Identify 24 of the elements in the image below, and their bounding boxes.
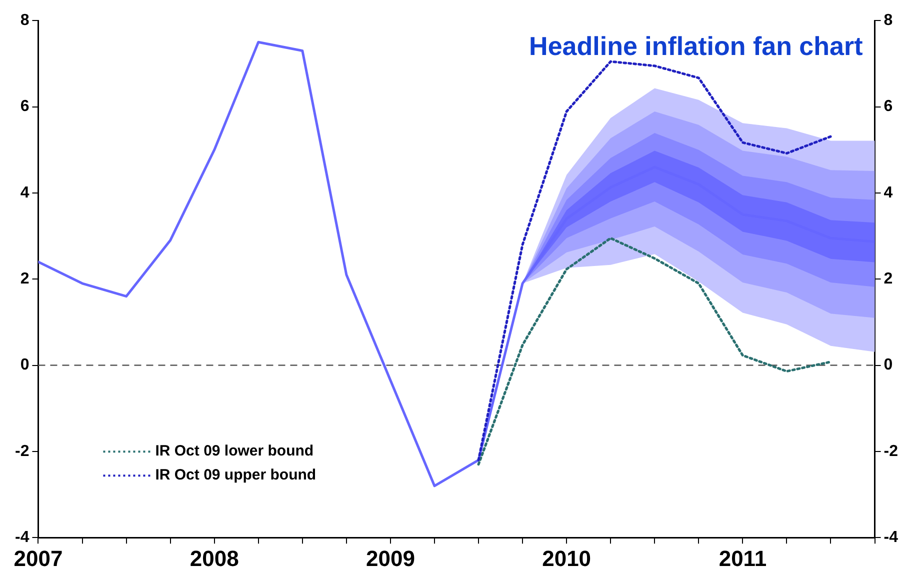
y-tick-label: 4 bbox=[20, 184, 30, 202]
y2-tick-label: 4 bbox=[884, 184, 893, 202]
y-tick-label: 0 bbox=[20, 356, 30, 374]
line-series bbox=[477, 236, 832, 466]
x-tick-label: 2009 bbox=[366, 546, 415, 571]
y-tick-label: -4 bbox=[14, 529, 30, 546]
x-tick-label: 2007 bbox=[14, 546, 63, 571]
y-tick-label: 8 bbox=[20, 12, 30, 30]
y2-tick-label: 0 bbox=[884, 356, 893, 374]
line-series bbox=[477, 60, 832, 462]
y2-tick-label: 6 bbox=[884, 98, 893, 116]
chart-title: Headline inflation fan chart bbox=[529, 30, 864, 61]
y-tick-label: -2 bbox=[14, 442, 30, 460]
y2-tick-label: -4 bbox=[884, 529, 898, 546]
y2-tick-label: -2 bbox=[884, 442, 898, 460]
y2-tick-label: 2 bbox=[884, 270, 893, 288]
x-tick-label: 2010 bbox=[542, 546, 592, 571]
y-tick-label: 6 bbox=[20, 98, 30, 116]
x-tick-label: 2011 bbox=[718, 546, 767, 571]
legend-label: IR Oct 09 lower bound bbox=[155, 442, 314, 460]
y2-tick-label: 8 bbox=[884, 12, 893, 30]
x-tick-label: 2008 bbox=[190, 546, 239, 571]
legend-label: IR Oct 09 upper bound bbox=[155, 466, 316, 484]
y-tick-label: 2 bbox=[20, 270, 30, 288]
